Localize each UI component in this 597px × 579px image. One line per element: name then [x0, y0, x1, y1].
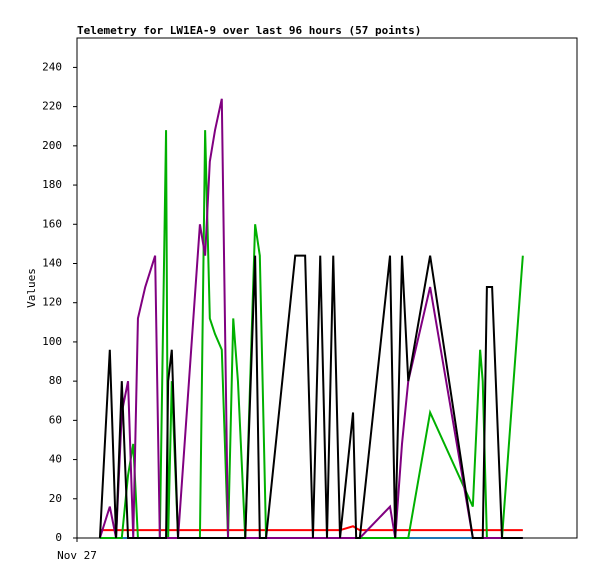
y-tick-label: 0 — [55, 531, 62, 544]
y-tick-label: 240 — [42, 60, 62, 73]
y-tick-label: 40 — [49, 453, 62, 466]
series-line — [98, 254, 523, 539]
y-tick-label: 160 — [42, 217, 62, 230]
series-line — [99, 525, 523, 532]
y-tick-label: 140 — [42, 256, 62, 269]
y-tick-label: 80 — [49, 374, 62, 387]
y-tick-label: 220 — [42, 100, 62, 113]
chart-title: Telemetry for LW1EA-9 over last 96 hours… — [77, 24, 421, 37]
y-axis-label: Values — [25, 268, 38, 308]
y-tick-label: 100 — [42, 335, 62, 348]
y-tick-label: 200 — [42, 139, 62, 152]
y-tick-label: 20 — [49, 492, 62, 505]
y-tick-label: 60 — [49, 413, 62, 426]
y-tick-label: 180 — [42, 178, 62, 191]
x-tick-label: Nov 27 — [57, 549, 97, 562]
y-tick-label: 120 — [42, 296, 62, 309]
